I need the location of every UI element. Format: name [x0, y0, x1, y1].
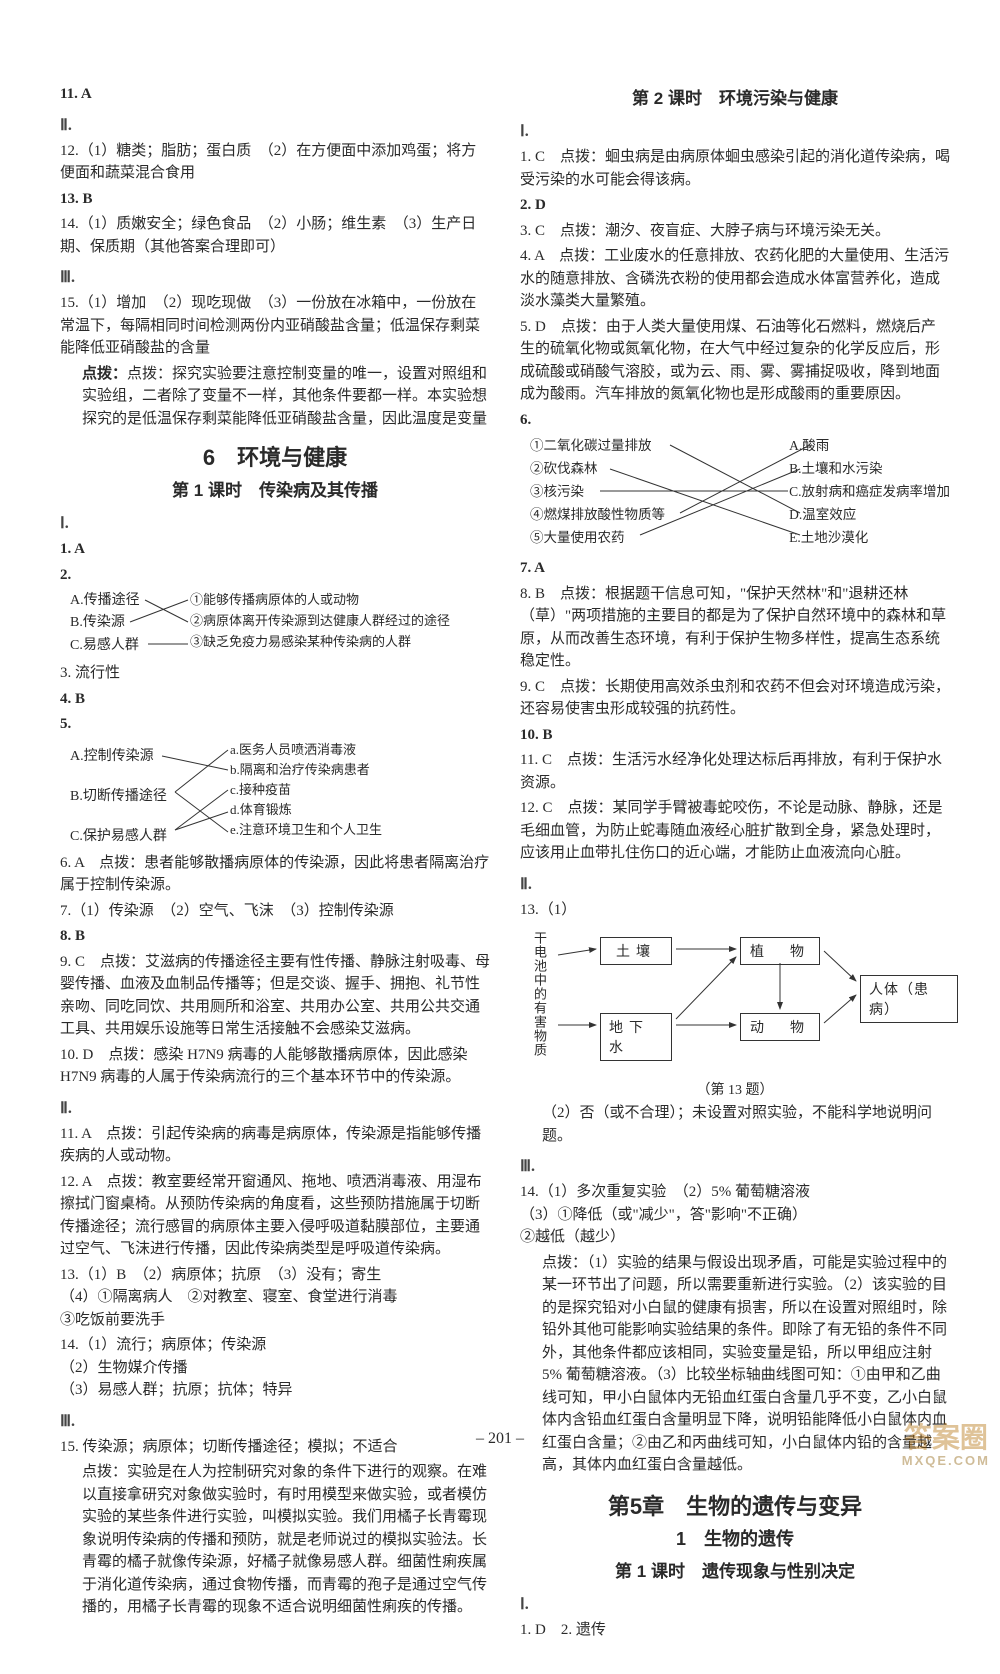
c5-q1: 1. D 2. 遗传	[520, 1619, 950, 1642]
q5-right-b: b.隔离和治疗传染病患者	[230, 760, 382, 780]
l1-q2-match: A.传播途径 B.传染源 C.易感人群 ①能够传播病原体的人或动物 ②病原体离开…	[70, 590, 490, 658]
r6-left-3: ③核污染	[530, 481, 665, 504]
section-2-icon: Ⅱ.	[60, 115, 72, 135]
l1-section-2-icon: Ⅱ.	[60, 1098, 72, 1118]
r6-right-a: A.酸雨	[789, 435, 950, 458]
page-number: – 201 –	[0, 1430, 1000, 1448]
chapter-5-sub-1: 1 生物的遗传	[520, 1525, 950, 1551]
l2-q13-2: （2）否（或不合理）；未设置对照实验，不能科学地说明问题。	[520, 1102, 950, 1147]
q5-right-e: e.注意环境卫生和个人卫生	[230, 820, 382, 840]
q5-left-c: C.保护易感人群	[70, 826, 167, 848]
l2-q3: 3. C 点拨：潮汐、夜盲症、大脖子病与环境污染无关。	[520, 220, 950, 243]
l1-q4: 4. B	[60, 688, 490, 711]
l1-q11: 11. A 点拨：引起传染病的病毒是病原体，传染源是指能够传播疾病的人或动物。	[60, 1123, 490, 1168]
l1-q7: 7.（1）传染源 （2）空气、飞沫 （3）控制传染源	[60, 900, 490, 923]
l2-section-2-icon: Ⅱ.	[520, 874, 532, 894]
r6-right-b: B.土壤和水污染	[789, 458, 950, 481]
answer-11: 11. A	[60, 83, 490, 106]
page-content: 11. A Ⅱ. 12.（1）糖类；脂肪；蛋白质 （2）在方便面中添加鸡蛋；将方…	[0, 0, 1000, 1674]
l2-section-1-icon: Ⅰ.	[520, 121, 529, 141]
q13-flow-diagram: 干电池中的有害物质 土壤 地下水 植 物 动 物 人体（患病）	[530, 925, 950, 1075]
right-column: 第 2 课时 环境污染与健康 Ⅰ. 1. C 点拨：蛔虫病是由病原体蛔虫感染引起…	[520, 80, 950, 1644]
l2-q13-head: 13.（1）	[520, 899, 950, 922]
l2-q5: 5. D 点拨：由于人类大量使用煤、石油等化石燃料，燃烧后产生的硫氧化物或氮氧化…	[520, 316, 950, 406]
l2-q9: 9. C 点拨：长期使用高效杀虫剂和农药不但会对环境造成污染，还容易使害虫形成较…	[520, 676, 950, 721]
q2-right-3: ③缺乏免疫力易感染某种传染病的人群	[190, 632, 450, 653]
l1-section-1-icon: Ⅰ.	[60, 513, 69, 533]
q2-right-1: ①能够传播病原体的人或动物	[190, 590, 450, 611]
answer-14: 14.（1）质嫩安全；绿色食品 （2）小肠；维生素 （3）生产日期、保质期（其他…	[60, 213, 490, 258]
l1-q6: 6. A 点拨：患者能够散播病原体的传染源，因此将患者隔离治疗属于控制传染源。	[60, 852, 490, 897]
c5-lesson-1-title: 第 1 课时 遗传现象与性别决定	[520, 1557, 950, 1582]
l2-q6-match: ①二氧化碳过量排放 ②砍伐森林 ③核污染 ④燃煤排放酸性物质等 ⑤大量使用农药 …	[530, 435, 950, 553]
l2-q8: 8. B 点拨：根据题干信息可知，"保护天然林"和"退耕还林（草）"两项措施的主…	[520, 583, 950, 673]
q5-right-c: c.接种疫苗	[230, 780, 382, 800]
l2-q7: 7. A	[520, 557, 950, 580]
l1-q15-hint: 点拨：实验是在人为控制研究对象的条件下进行的观察。在难以直接拿研究对象做实验时，…	[60, 1461, 490, 1619]
flow-caption: （第 13 题）	[520, 1079, 950, 1099]
l1-q10: 10. D 点拨：感染 H7N9 病毒的人能够散播病原体，因此感染 H7N9 病…	[60, 1044, 490, 1089]
r6-left-5: ⑤大量使用农药	[530, 527, 665, 550]
watermark-sub: MXQE.COM	[902, 1454, 990, 1468]
l1-q3: 3. 流行性	[60, 662, 490, 685]
watermark: 答案圈 MXQE.COM	[902, 1423, 990, 1468]
q2-left-b: B.传染源	[70, 612, 140, 634]
l2-q14: 14.（1）多次重复实验 （2）5% 葡萄糖溶液 （3）①降低（或"减少"，答"…	[520, 1181, 950, 1249]
l1-section-3-icon: Ⅲ.	[60, 1411, 75, 1431]
l2-q4: 4. A 点拨：工业废水的任意排放、农药化肥的大量使用、生活污水的随意排放、含磷…	[520, 245, 950, 313]
flow-arrows	[530, 925, 970, 1075]
answer-12: 12.（1）糖类；脂肪；蛋白质 （2）在方便面中添加鸡蛋；将方便面和蔬菜混合食用	[60, 140, 490, 185]
answer-15: 15.（1）增加 （2）现吃现做 （3）一份放在冰箱中，一份放在常温下，每隔相同…	[60, 292, 490, 360]
l1-q9: 9. C 点拨：艾滋病的传播途径主要有性传播、静脉注射吸毒、母婴传播、血液及血制…	[60, 951, 490, 1041]
q2-left-a: A.传播途径	[70, 590, 140, 612]
l2-q1: 1. C 点拨：蛔虫病是由病原体蛔虫感染引起的消化道传染病，喝受污染的水可能会得…	[520, 146, 950, 191]
answer-15-hint: 点拨：点拨：探究实验要注意控制变量的唯一，设置对照组和实验组，二者除了变量不一样…	[60, 363, 490, 431]
c5-section-1-icon: Ⅰ.	[520, 1594, 529, 1614]
q5-left-b: B.切断传播途径	[70, 786, 167, 808]
l2-section-3-icon: Ⅲ.	[520, 1156, 535, 1176]
r6-left-2: ②砍伐森林	[530, 458, 665, 481]
l1-q5-label: 5.	[60, 713, 490, 736]
chapter-5-title: 第5章 生物的遗传与变异	[520, 1489, 950, 1521]
r6-left-1: ①二氧化碳过量排放	[530, 435, 665, 458]
lesson-1-title: 第 1 课时 传染病及其传播	[60, 476, 490, 501]
l1-q1: 1. A	[60, 538, 490, 561]
r6-right-e: E.土地沙漠化	[789, 527, 950, 550]
watermark-main: 答案圈	[902, 1423, 990, 1454]
r6-right-c: C.放射病和癌症发病率增加	[789, 481, 950, 504]
l2-q12: 12. C 点拨：某同学手臂被毒蛇咬伤，不论是动脉、静脉，还是毛细血管，为防止蛇…	[520, 797, 950, 865]
q2-right-2: ②病原体离开传染源到达健康人群经过的途径	[190, 611, 450, 632]
q2-left-c: C.易感人群	[70, 635, 140, 657]
l1-q5-match: A.控制传染源 B.切断传播途径 C.保护易感人群 a.医务人员喷洒消毒液 b.…	[70, 740, 490, 848]
l1-q13: 13.（1）B （2）病原体；抗原 （3）没有；寄生 （4）①隔离病人 ②对教室…	[60, 1264, 490, 1332]
l2-q11: 11. C 点拨：生活污水经净化处理达标后再排放，有利于保护水资源。	[520, 749, 950, 794]
l2-q2: 2. D	[520, 194, 950, 217]
l1-q2-label: 2.	[60, 564, 490, 587]
lesson-2-title: 第 2 课时 环境污染与健康	[520, 84, 950, 109]
r6-right-d: D.温室效应	[789, 504, 950, 527]
q5-right-a: a.医务人员喷洒消毒液	[230, 740, 382, 760]
l2-q6-label: 6.	[520, 409, 950, 432]
l1-q12: 12. A 点拨：教室要经常开窗通风、拖地、喷洒消毒液、用湿布擦拭门窗桌椅。从预…	[60, 1171, 490, 1261]
q5-left-a: A.控制传染源	[70, 746, 167, 768]
l2-q10: 10. B	[520, 724, 950, 747]
section-3-icon: Ⅲ.	[60, 267, 75, 287]
chapter-6-title: 6 环境与健康	[60, 440, 490, 472]
left-column: 11. A Ⅱ. 12.（1）糖类；脂肪；蛋白质 （2）在方便面中添加鸡蛋；将方…	[60, 80, 490, 1644]
answer-13: 13. B	[60, 188, 490, 211]
r6-left-4: ④燃煤排放酸性物质等	[530, 504, 665, 527]
l1-q14: 14.（1）流行；病原体；传染源 （2）生物媒介传播 （3）易感人群；抗原；抗体…	[60, 1334, 490, 1402]
l1-q8: 8. B	[60, 925, 490, 948]
q5-right-d: d.体育锻炼	[230, 800, 382, 820]
